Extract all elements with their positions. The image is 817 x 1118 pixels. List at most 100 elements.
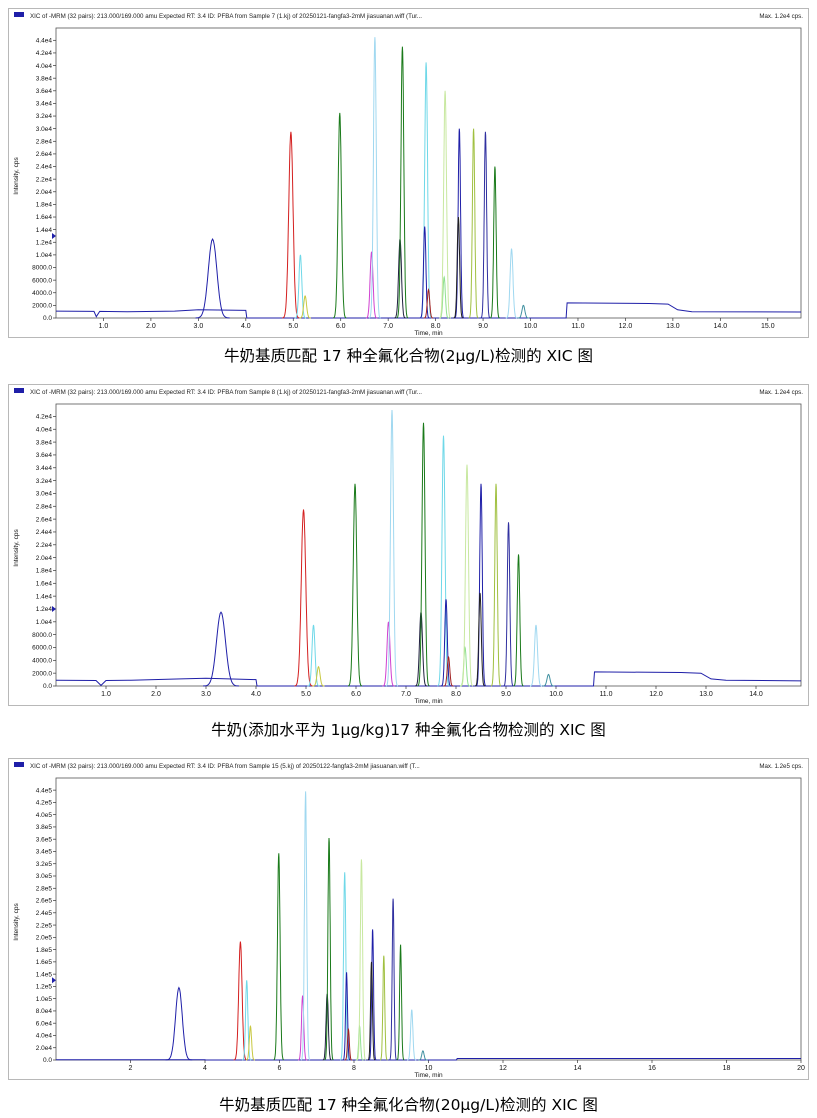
- x-tick-label: 4.0: [251, 691, 261, 698]
- y-tick-label: 2.8e4: [36, 503, 53, 510]
- chromatogram-panel-3: XIC of -MRM (32 pairs): 213.000/169.000 …: [8, 758, 809, 1080]
- peak-pfba: [195, 238, 230, 319]
- baseline-trace: [56, 1058, 801, 1061]
- figure-caption-3: 牛奶基质匹配 17 种全氟化合物(20μg/L)检测的 XIC 图: [219, 1096, 598, 1114]
- y-axis-title: Intensity, cps: [13, 157, 20, 195]
- y-tick-label: 4.4e5: [36, 787, 53, 794]
- y-tick-label: 6000.0: [32, 645, 52, 652]
- x-tick-label: 20: [797, 1065, 805, 1072]
- x-tick-label: 8.0: [431, 323, 441, 330]
- peak-c15: [368, 929, 377, 1061]
- x-tick-label: 1.0: [101, 691, 111, 698]
- y-tick-label: 1.6e5: [36, 959, 53, 966]
- x-tick-label: 10.0: [524, 323, 538, 330]
- y-tick-label: 1.4e4: [36, 593, 53, 600]
- y-tick-label: 2000.0: [32, 670, 52, 677]
- y-tick-label: 2.6e5: [36, 898, 53, 905]
- peak-c6: [365, 251, 378, 319]
- y-tick-label: 0.0: [43, 683, 52, 690]
- y-tick-label: 1.6e4: [36, 581, 53, 588]
- y-tick-label: 6000.0: [32, 277, 52, 284]
- x-tick-label: 11.0: [571, 323, 584, 330]
- y-axis-title: Intensity, cps: [13, 529, 20, 567]
- y-tick-label: 3.0e5: [36, 873, 53, 880]
- y-tick-label: 4.0e5: [36, 812, 53, 819]
- y-tick-label: 2.4e4: [36, 529, 53, 536]
- y-tick-label: 1.2e4: [36, 239, 53, 246]
- y-tick-label: 3.0e4: [36, 126, 53, 133]
- x-tick-label: 12.0: [619, 323, 633, 330]
- y-tick-label: 1.2e4: [36, 606, 53, 613]
- x-axis-title: Time, min: [414, 698, 443, 705]
- peak-c6: [298, 995, 308, 1061]
- chart-header: XIC of -MRM (32 pairs): 213.000/169.000 …: [30, 763, 420, 770]
- peak-c4: [245, 1024, 255, 1061]
- x-tick-label: 13.0: [699, 691, 713, 698]
- y-tick-label: 2.0e4: [36, 1045, 53, 1052]
- y-tick-label: 4.0e4: [36, 1033, 53, 1040]
- y-tick-label: 4.2e4: [36, 50, 53, 57]
- x-tick-label: 2.0: [151, 691, 161, 698]
- y-tick-label: 1.0e4: [36, 619, 53, 626]
- y-tick-label: 2.4e5: [36, 910, 53, 917]
- y-tick-label: 3.2e4: [36, 478, 53, 485]
- y-tick-label: 3.6e5: [36, 836, 53, 843]
- y-tick-label: 0.0: [43, 1057, 52, 1064]
- x-tick-label: 12: [499, 1065, 507, 1072]
- peak-c21: [418, 1050, 428, 1061]
- baseline-trace: [55, 671, 802, 687]
- header-series-swatch: [14, 762, 24, 767]
- peak-c11: [419, 226, 430, 319]
- x-tick-label: 3.0: [201, 691, 211, 698]
- peak-c3: [242, 980, 252, 1061]
- y-tick-label: 2.0e5: [36, 935, 53, 942]
- x-tick-label: 3.0: [193, 323, 203, 330]
- peak-c19: [396, 944, 405, 1061]
- header-series-swatch: [14, 388, 24, 393]
- peak-pfba: [202, 611, 240, 687]
- x-tick-label: 2.0: [146, 323, 156, 330]
- y-tick-label: 3.2e4: [36, 113, 53, 120]
- peak-c16: [367, 961, 376, 1061]
- x-tick-label: 13.0: [666, 323, 680, 330]
- peak-c17: [379, 955, 388, 1061]
- y-tick-label: 2.6e4: [36, 516, 53, 523]
- chromatogram-panel-1: XIC of -MRM (32 pairs): 213.000/169.000 …: [8, 8, 809, 338]
- peak-c12: [344, 1027, 353, 1061]
- peak-c7: [300, 791, 311, 1061]
- y-tick-label: 1.8e4: [36, 568, 53, 575]
- x-tick-label: 4.0: [241, 323, 251, 330]
- baseline-trace: [55, 302, 802, 319]
- peak-c14: [439, 90, 451, 319]
- peak-c5: [273, 853, 285, 1061]
- y-tick-label: 4.0e4: [36, 63, 53, 70]
- x-tick-label: 6.0: [336, 323, 346, 330]
- y-tick-label: 6.0e4: [36, 1020, 53, 1027]
- x-tick-label: 7.0: [401, 691, 411, 698]
- max-intensity-label: Max. 1.2e5 cps.: [759, 763, 803, 770]
- peak-pfpea: [294, 509, 313, 687]
- peak-c10: [437, 435, 450, 687]
- y-tick-label: 2.2e4: [36, 542, 53, 549]
- peak-c9: [324, 837, 334, 1061]
- x-tick-label: 8: [352, 1065, 356, 1072]
- y-tick-label: 4.4e4: [36, 38, 53, 45]
- y-tick-label: 8000.0: [32, 265, 52, 272]
- y-tick-label: 2.4e4: [36, 164, 53, 171]
- chromatogram-chart-3: XIC of -MRM (32 pairs): 213.000/169.000 …: [8, 758, 809, 1080]
- x-tick-label: 15.0: [761, 323, 775, 330]
- y-axis-marker: [52, 977, 56, 984]
- y-tick-label: 8000.0: [32, 632, 52, 639]
- x-tick-label: 6.0: [351, 691, 361, 698]
- peak-c20: [530, 624, 542, 687]
- peak-pfba: [165, 986, 193, 1061]
- y-tick-label: 3.8e4: [36, 75, 53, 82]
- peak-c9: [417, 422, 430, 687]
- peak-c3: [307, 624, 320, 687]
- x-tick-label: 7.0: [383, 323, 393, 330]
- peak-c16: [453, 216, 464, 319]
- peak-pfpea: [233, 941, 248, 1061]
- peak-c12: [443, 655, 454, 687]
- peak-c12: [423, 288, 434, 319]
- y-tick-label: 1.6e4: [36, 214, 53, 221]
